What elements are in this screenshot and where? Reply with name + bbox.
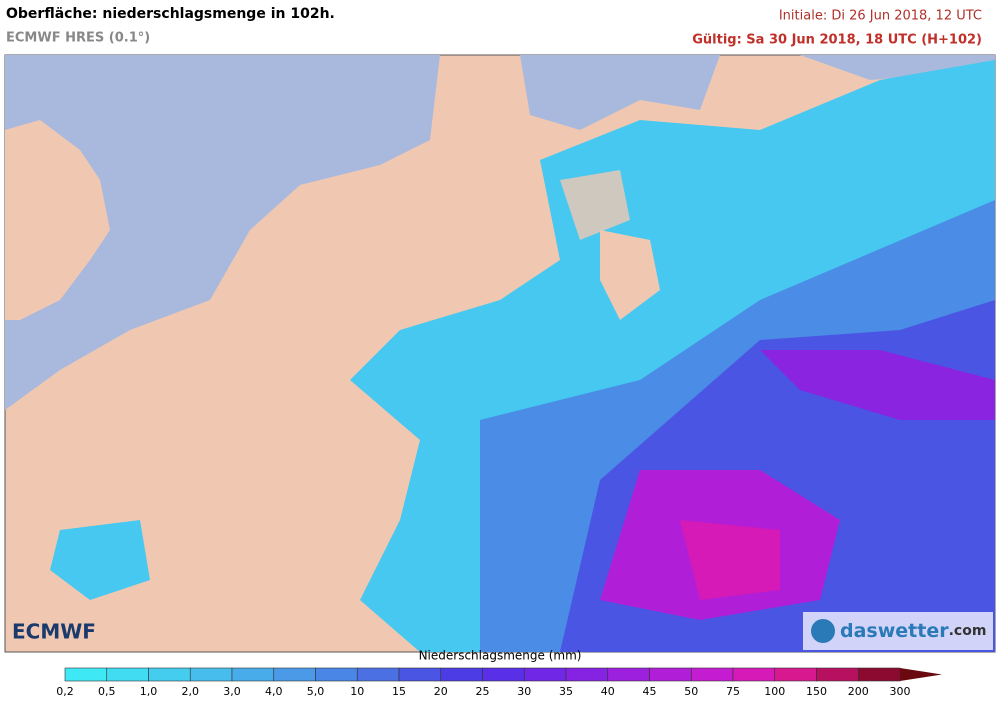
colorbar-tick-label: 100	[764, 685, 785, 698]
colorbar-segment	[816, 667, 859, 682]
ecmwf-logo: ECMWF	[12, 620, 96, 644]
colorbar-tick-label: 75	[726, 685, 740, 698]
logo-name: daswetter	[840, 620, 949, 642]
colorbar-segment	[64, 667, 108, 682]
colorbar-segment	[690, 667, 734, 682]
colorbar-segment	[565, 667, 609, 682]
colorbar-tick-label: 30	[517, 685, 531, 698]
logo-suffix: .com	[949, 623, 987, 639]
colorbar-tick-label: 40	[601, 685, 615, 698]
colorbar-segment	[732, 667, 776, 682]
colorbar-segment	[106, 667, 149, 682]
colorbar-segment	[315, 667, 358, 682]
colorbar-tick-label: 200	[848, 685, 869, 698]
colorbar-tick-label: 150	[806, 685, 827, 698]
colorbar-tick-label: 45	[643, 685, 657, 698]
colorbar-label: Niederschlagsmenge (mm)	[419, 649, 582, 663]
logo-icon	[811, 619, 835, 643]
colorbar-tick-label: 35	[559, 685, 573, 698]
colorbar-segment	[398, 667, 442, 682]
colorbar-arrow	[900, 668, 942, 681]
colorbar-tick-label: 300	[890, 685, 911, 698]
colorbar-tick-label: 3,0	[223, 685, 241, 698]
colorbar-segment	[649, 667, 692, 682]
colorbar-tick-label: 10	[350, 685, 364, 698]
colorbar-tick-label: 0,5	[98, 685, 116, 698]
colorbar-tick-label: 5,0	[307, 685, 325, 698]
colorbar-segment	[273, 667, 316, 682]
colorbar-segment	[482, 667, 525, 682]
colorbar-tick-label: 50	[684, 685, 698, 698]
colorbar-segment	[356, 667, 400, 682]
map	[4, 54, 996, 653]
colorbar-segment	[857, 667, 901, 682]
colorbar-segment	[607, 667, 650, 682]
subtitle: ECMWF HRES (0.1°)	[6, 31, 150, 46]
colorbar-segment	[231, 667, 275, 682]
colorbar-segment	[189, 667, 233, 682]
colorbar-segment	[523, 667, 567, 682]
colorbar-tick-label: 15	[392, 685, 406, 698]
daswetter-logo: daswetter.com	[840, 620, 986, 642]
colorbar-tick-label: 20	[434, 685, 448, 698]
colorbar-tick-label: 2,0	[182, 685, 200, 698]
colorbar-tick-label: 25	[476, 685, 490, 698]
initial-time: Initiale: Di 26 Jun 2018, 12 UTC	[779, 9, 982, 24]
colorbar-tick-label: 4,0	[265, 685, 283, 698]
colorbar-tick-label: 1,0	[140, 685, 158, 698]
colorbar: 0,2 0,5 1,0 2,0 3,0 4,0 5,0 10 15 20 25 30 35 40 45 50 7…	[56, 667, 942, 698]
colorbar-tick-label: 0,2	[56, 685, 74, 698]
colorbar-segment	[148, 667, 191, 682]
colorbar-segment	[440, 667, 483, 682]
colorbar-segment	[774, 667, 817, 682]
valid-time: Gültig: Sa 30 Jun 2018, 18 UTC (H+102)	[692, 33, 982, 48]
title: Oberfläche: niederschlagsmenge in 102h.	[6, 6, 335, 22]
